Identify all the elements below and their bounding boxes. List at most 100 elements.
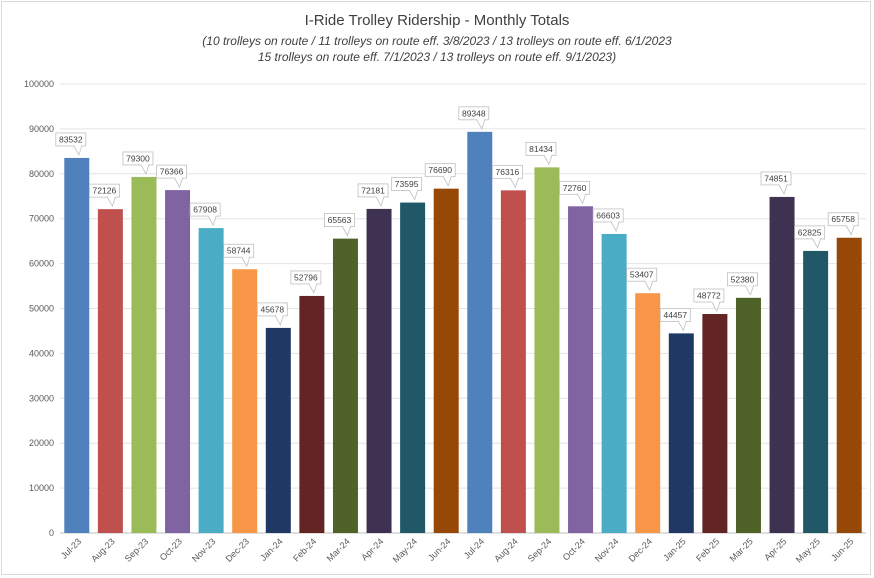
data-label: 72126 xyxy=(88,183,120,208)
callout-pointer xyxy=(73,145,83,156)
data-label: 62825 xyxy=(794,225,826,249)
bar xyxy=(433,188,459,533)
callout-pointer xyxy=(744,285,755,296)
data-label: 72181 xyxy=(357,183,389,207)
bar xyxy=(198,228,224,533)
callout-box xyxy=(223,243,255,258)
data-label: 67908 xyxy=(189,202,221,227)
data-label-text: 81434 xyxy=(529,144,553,154)
x-tick-label: Feb-25 xyxy=(694,536,721,563)
x-tick-label: May-24 xyxy=(391,536,419,564)
data-label-text: 76690 xyxy=(428,165,452,175)
bar xyxy=(836,237,862,533)
data-label-text: 58744 xyxy=(227,246,251,256)
callout-pointer xyxy=(778,184,788,195)
data-label: 52380 xyxy=(727,272,758,296)
data-label-text: 79300 xyxy=(126,153,150,163)
bar xyxy=(299,295,325,533)
data-label-text: 62825 xyxy=(798,227,822,237)
data-label: 74851 xyxy=(760,171,792,195)
callout-pointer xyxy=(811,238,822,249)
callout-box xyxy=(794,225,826,240)
bar xyxy=(668,333,694,533)
x-tick-label: Jun-24 xyxy=(426,536,453,563)
callout-pointer xyxy=(845,225,855,236)
callout-box xyxy=(592,208,624,223)
bar xyxy=(735,297,761,533)
data-label: 73595 xyxy=(391,177,423,201)
callout-box xyxy=(559,180,590,195)
bar xyxy=(568,206,594,533)
x-tick-label: Jan-24 xyxy=(258,536,285,563)
data-label-text: 76366 xyxy=(160,167,184,177)
x-tick-label: Dec-24 xyxy=(627,536,655,564)
y-tick-label: 0 xyxy=(49,528,54,538)
data-label-text: 67908 xyxy=(193,205,217,215)
data-label: 79300 xyxy=(122,151,154,175)
callout-pointer xyxy=(207,215,217,227)
data-label-text: 45678 xyxy=(260,304,284,314)
bar xyxy=(534,167,560,534)
x-tick-label: Jul-24 xyxy=(462,536,486,560)
data-label: 65563 xyxy=(324,213,355,237)
bar xyxy=(769,196,795,533)
callout-pointer xyxy=(677,320,687,332)
bar xyxy=(400,202,426,533)
callout-pointer xyxy=(476,119,486,130)
y-tick-label: 90000 xyxy=(29,124,54,134)
data-label-text: 76316 xyxy=(496,167,520,177)
callout-box xyxy=(357,183,389,198)
data-label: 72760 xyxy=(559,180,590,205)
data-label: 76366 xyxy=(156,164,187,189)
data-label-text: 66603 xyxy=(596,210,620,220)
callout-pointer xyxy=(442,176,452,187)
callout-pointer xyxy=(308,283,318,294)
callout-box xyxy=(189,202,221,217)
y-tick-label: 10000 xyxy=(29,483,54,493)
bar xyxy=(64,157,90,533)
x-tick-label: Feb-24 xyxy=(291,536,318,563)
data-label: 89348 xyxy=(458,106,490,130)
callout-box xyxy=(827,212,859,227)
data-label-text: 73595 xyxy=(395,179,419,189)
callout-pointer xyxy=(140,164,150,175)
callout-pointer xyxy=(711,301,721,313)
callout-pointer xyxy=(610,221,620,232)
data-label-text: 44457 xyxy=(663,310,687,320)
callout-box xyxy=(122,151,154,166)
bar xyxy=(635,293,661,533)
chart-title: I-Ride Trolley Ridership - Monthly Total… xyxy=(304,12,570,29)
callout-box xyxy=(458,106,490,121)
x-tick-label: Aug-24 xyxy=(492,536,520,564)
x-tick-label: Sep-23 xyxy=(123,536,151,564)
data-label: 45678 xyxy=(256,302,288,326)
callout-pointer xyxy=(576,193,587,205)
bar xyxy=(500,190,526,533)
data-label-text: 74851 xyxy=(764,173,788,183)
bar xyxy=(366,208,392,534)
callout-box xyxy=(727,272,758,287)
data-label-text: 83532 xyxy=(59,134,83,144)
callout-pointer xyxy=(274,315,284,326)
data-label-text: 72760 xyxy=(563,183,587,193)
data-label: 48772 xyxy=(693,288,725,313)
callout-box xyxy=(659,307,691,322)
data-label-text: 65563 xyxy=(328,215,352,225)
data-label: 44457 xyxy=(659,307,691,332)
chart-subtitle-line-1: (10 trolleys on route / 11 trolleys on r… xyxy=(202,34,672,48)
x-tick-label: May-25 xyxy=(794,536,822,564)
callout-box xyxy=(391,177,423,191)
data-label: 81434 xyxy=(525,141,557,166)
callout-box xyxy=(693,288,725,303)
gridlines xyxy=(60,83,866,534)
data-label: 52796 xyxy=(290,270,322,294)
callout-box xyxy=(290,270,322,285)
x-tick-label: Nov-23 xyxy=(190,536,218,564)
x-tick-label: Oct-23 xyxy=(158,536,184,562)
y-axis: 0 10000 20000 30000 40000 50000 60000 70000 8000… xyxy=(24,79,54,538)
data-label: 58744 xyxy=(223,243,255,268)
bar xyxy=(467,131,493,533)
callout-pointer xyxy=(543,154,553,166)
data-labels: 83532 72126 79300 76366 67908 58744 45678 52796… xyxy=(55,106,859,332)
data-label: 83532 xyxy=(55,132,87,156)
